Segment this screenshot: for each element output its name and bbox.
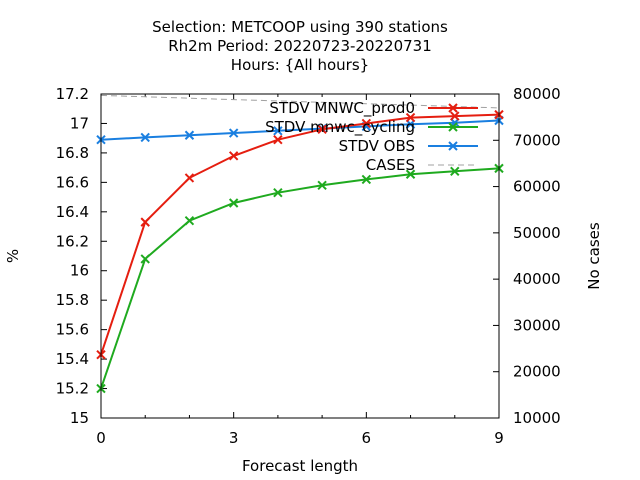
legend-label: STDV mnwc_cycling: [265, 118, 415, 137]
y-tick-label: 15.8: [56, 291, 89, 309]
series-line-stdv-mnwc-prod0: [100, 113, 500, 356]
y2-tick-label: 50000: [513, 224, 561, 242]
series-point-stdv-mnwc-cycling: [273, 187, 283, 198]
legend-label: STDV MNWC_prod0: [269, 99, 415, 118]
y2-tick-label: 80000: [513, 85, 561, 103]
y-tick-label: 16: [70, 262, 89, 280]
plot-frame: [100, 93, 500, 419]
y2-tick-label: 10000: [513, 409, 561, 427]
chart-title-line-1: Selection: METCOOP using 390 stations: [152, 18, 448, 36]
y-tick-label: 17.2: [56, 85, 89, 103]
y2-tick-label: 60000: [513, 178, 561, 196]
y-tick-label: 16.8: [56, 144, 89, 162]
series-line-stdv-obs: [100, 119, 500, 141]
series-point-stdv-mnwc-prod0: [140, 217, 150, 227]
chart-title-line-3: Hours: {All hours}: [231, 56, 369, 74]
y-tick-label: 15.2: [56, 380, 89, 398]
series-line-cases: [100, 94, 500, 109]
y-tick-label: 17: [70, 114, 89, 132]
legend-marker: [448, 122, 458, 132]
y2-axis: 10000 20000 30000 40000 50000 60000 70000 80000: [493, 85, 561, 427]
y-tick-label: 15.4: [56, 350, 89, 368]
y-tick-label: 16.2: [56, 232, 89, 250]
series-point-stdv-mnwc-prod0: [405, 112, 416, 123]
y2-tick-label: 40000: [513, 270, 561, 288]
x-axis-label: Forecast length: [242, 457, 358, 475]
series-point-stdv-mnwc-cycling: [317, 180, 327, 191]
series-point-stdv-mnwc-prod0: [184, 173, 195, 183]
series-layer: [96, 94, 504, 394]
series-point-stdv-obs: [140, 132, 150, 143]
series-point-stdv-mnwc-cycling: [405, 169, 416, 179]
y-tick-label: 16.4: [56, 203, 89, 221]
series-point-stdv-mnwc-prod0: [317, 124, 327, 135]
x-tick-label: 0: [96, 429, 106, 447]
series-point-stdv-mnwc-cycling: [140, 254, 150, 264]
chart-title-line-2: Rh2m Period: 20220723-20220731: [168, 37, 432, 55]
series-point-stdv-mnwc-cycling: [361, 174, 372, 185]
series-point-stdv-obs: [184, 130, 195, 140]
y2-tick-label: 70000: [513, 131, 561, 149]
series-line-stdv-mnwc-cycling: [100, 167, 500, 389]
series-point-stdv-mnwc-cycling: [184, 215, 195, 226]
series-point-stdv-mnwc-cycling: [228, 198, 239, 208]
series-point-stdv-mnwc-prod0: [228, 151, 239, 161]
y-tick-label: 16.6: [56, 173, 89, 191]
legend-label: CASES: [366, 156, 415, 174]
y2-tick-label: 30000: [513, 316, 561, 334]
series-point-stdv-mnwc-cycling: [450, 166, 460, 177]
x-tick-label: 3: [229, 429, 239, 447]
y2-axis-label: No cases: [585, 222, 603, 290]
y-axis-label: %: [4, 249, 22, 263]
series-point-stdv-mnwc-prod0: [273, 134, 283, 145]
y-tick-label: 15: [70, 409, 89, 427]
y-axis: 15 15.2 15.4 15.6 15.8 16 16.2 16.4 16.6 16.8 17 17…: [56, 85, 107, 427]
legend-label: STDV OBS: [339, 137, 415, 155]
series-point-stdv-mnwc-prod0: [450, 111, 460, 121]
y2-tick-label: 20000: [513, 363, 561, 381]
series-point-stdv-obs: [273, 126, 283, 136]
x-tick-label: 6: [362, 429, 372, 447]
y-tick-label: 15.6: [56, 321, 89, 339]
series-point-stdv-mnwc-prod0: [361, 118, 372, 129]
series-point-stdv-obs: [228, 128, 239, 138]
x-tick-label: 9: [494, 429, 504, 447]
chart-title: Selection: METCOOP using 390 stations Rh…: [152, 18, 448, 74]
legend-marker: [448, 103, 458, 113]
legend-marker: [448, 141, 458, 151]
